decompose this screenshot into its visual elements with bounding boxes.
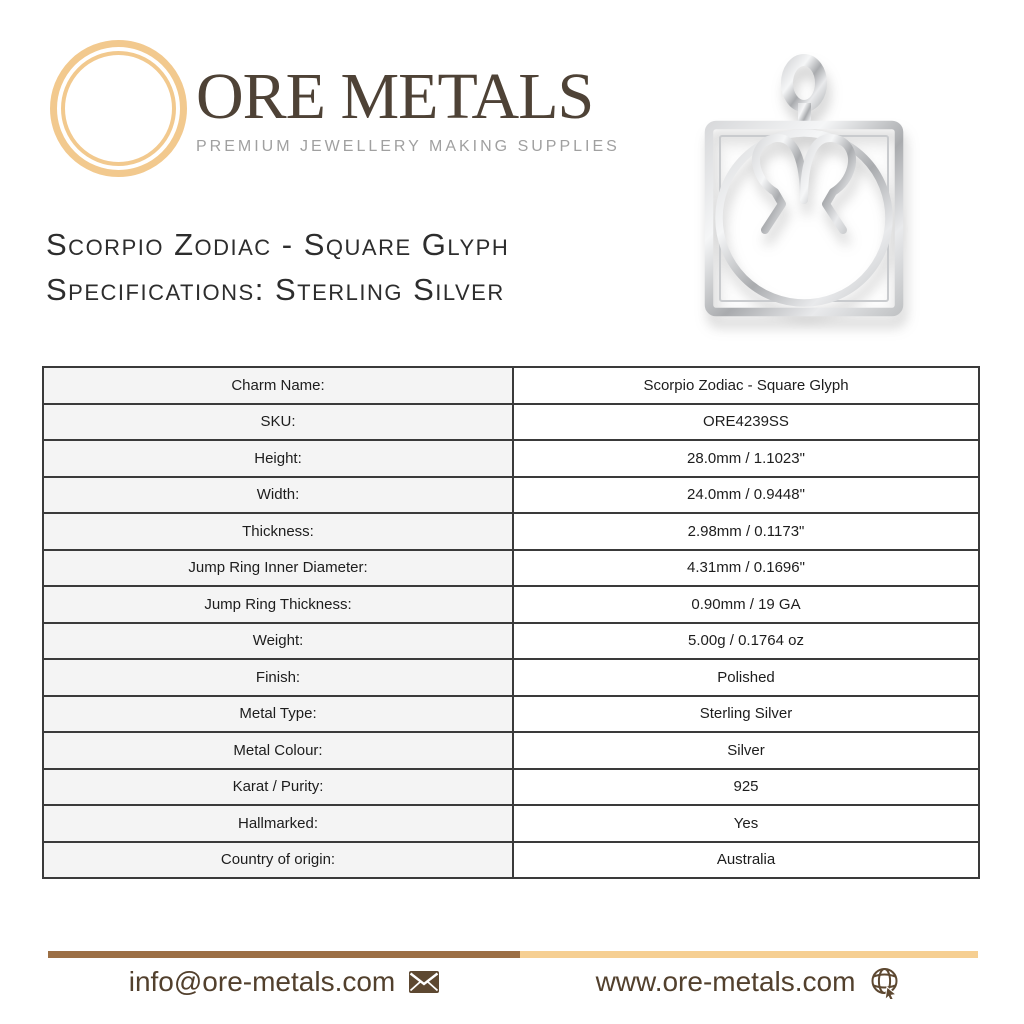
brand-ring-logo-icon	[50, 40, 187, 177]
spec-value-cell: 5.00g / 0.1764 oz	[512, 621, 980, 660]
spec-value-cell: ORE4239SS	[512, 402, 980, 441]
spec-row: Metal Colour: Silver	[42, 731, 980, 770]
spec-row: Thickness: 2.98mm / 0.1173"	[42, 512, 980, 551]
product-title-line2: Specifications: Sterling Silver	[46, 272, 505, 307]
spec-table: Charm Name: Scorpio Zodiac - Square Glyp…	[42, 366, 980, 879]
spec-label-cell: Width:	[42, 475, 514, 514]
spec-value-cell: Polished	[512, 658, 980, 697]
brand-block: ORE METALS PREMIUM JEWELLERY MAKING SUPP…	[196, 60, 620, 156]
spec-row: Metal Type: Sterling Silver	[42, 694, 980, 733]
spec-value-cell: 925	[512, 767, 980, 806]
spec-value-cell: Scorpio Zodiac - Square Glyph	[512, 366, 980, 405]
product-title: Scorpio Zodiac - Square Glyph Specificat…	[46, 222, 509, 312]
globe-icon	[869, 966, 902, 999]
spec-row: Finish: Polished	[42, 658, 980, 697]
spec-label-cell: Height:	[42, 439, 514, 478]
spec-value-cell: Australia	[512, 840, 980, 879]
spec-row: SKU: ORE4239SS	[42, 402, 980, 441]
spec-label-cell: Metal Colour:	[42, 731, 514, 770]
pendant-circle	[715, 129, 893, 307]
spec-label-cell: Jump Ring Inner Diameter:	[42, 548, 514, 587]
spec-row: Country of origin: Australia	[42, 840, 980, 879]
spec-label-cell: Hallmarked:	[42, 804, 514, 843]
spec-row: Karat / Purity: 925	[42, 767, 980, 806]
brand-name: ORE METALS	[196, 60, 594, 133]
zodiac-glyph-icon	[752, 134, 856, 298]
spec-label-cell: Finish:	[42, 658, 514, 697]
spec-value-cell: 2.98mm / 0.1173"	[512, 512, 980, 551]
spec-label-cell: Thickness:	[42, 512, 514, 551]
product-title-line1: Scorpio Zodiac - Square Glyph	[46, 227, 510, 262]
spec-value-cell: 4.31mm / 0.1696"	[512, 548, 980, 587]
spec-value-cell: Silver	[512, 731, 980, 770]
spec-row: Height: 28.0mm / 1.1023"	[42, 439, 980, 478]
spec-value-cell: Yes	[512, 804, 980, 843]
spec-label-cell: Country of origin:	[42, 840, 514, 879]
spec-label-cell: Weight:	[42, 621, 514, 660]
pendant-bail-icon	[781, 54, 827, 129]
spec-row: Hallmarked: Yes	[42, 804, 980, 843]
spec-row: Jump Ring Thickness: 0.90mm / 19 GA	[42, 585, 980, 624]
spec-value-cell: 24.0mm / 0.9448"	[512, 475, 980, 514]
spec-value-cell: Sterling Silver	[512, 694, 980, 733]
spec-row: Charm Name: Scorpio Zodiac - Square Glyp…	[42, 366, 980, 405]
spec-label-cell: Jump Ring Thickness:	[42, 585, 514, 624]
spec-row: Jump Ring Inner Diameter: 4.31mm / 0.169…	[42, 548, 980, 587]
footer-email-row: info@ore-metals.com	[48, 960, 520, 1004]
footer-divider	[48, 951, 978, 958]
product-photo-pendant	[704, 54, 904, 317]
envelope-icon	[409, 971, 440, 993]
spec-value-cell: 0.90mm / 19 GA	[512, 585, 980, 624]
spec-label-cell: Charm Name:	[42, 366, 514, 405]
spec-value-cell: 28.0mm / 1.1023"	[512, 439, 980, 478]
spec-label-cell: Metal Type:	[42, 694, 514, 733]
footer-website-row: www.ore-metals.com	[520, 960, 978, 1004]
brand-tagline: PREMIUM JEWELLERY MAKING SUPPLIES	[196, 138, 620, 155]
footer-email-text[interactable]: info@ore-metals.com	[128, 966, 396, 997]
footer-website-text[interactable]: www.ore-metals.com	[595, 966, 856, 997]
spec-label-cell: Karat / Purity:	[42, 767, 514, 806]
spec-table-body: Charm Name: Scorpio Zodiac - Square Glyp…	[42, 366, 980, 879]
spec-row: Weight: 5.00g / 0.1764 oz	[42, 621, 980, 660]
spec-label-cell: SKU:	[42, 402, 514, 441]
spec-row: Width: 24.0mm / 0.9448"	[42, 475, 980, 514]
